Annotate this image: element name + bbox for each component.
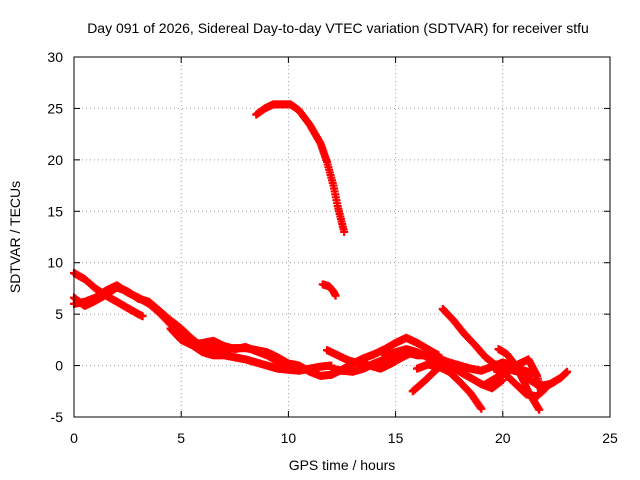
chart-title: Day 091 of 2026, Sidereal Day-to-day VTE… (87, 20, 589, 36)
data-point (138, 312, 147, 321)
data-point (535, 405, 544, 414)
data-point (563, 367, 572, 376)
y-tick-label: 25 (47, 100, 63, 116)
x-tick-label: 15 (388, 430, 404, 446)
data-point (331, 291, 340, 300)
axis-ticks: 0 5 10 15 20 25 -5 0 5 10 15 20 25 30 (47, 49, 618, 446)
series-arc-c (70, 281, 336, 375)
data-point (340, 227, 349, 236)
series-arc-l (494, 345, 544, 414)
y-tick-label: -5 (51, 409, 64, 425)
series-short-arc (318, 280, 340, 300)
series-arc-d (166, 324, 293, 370)
x-tick-label: 10 (281, 430, 297, 446)
y-tick-label: 30 (47, 49, 63, 65)
x-axis-label: GPS time / hours (289, 457, 396, 473)
y-tick-label: 15 (47, 203, 63, 219)
x-tick-label: 25 (602, 430, 618, 446)
y-tick-label: 10 (47, 255, 63, 271)
series-arc-j (408, 357, 449, 396)
series-high-arc (252, 100, 349, 236)
y-axis-label: SDTVAR / TECUs (7, 181, 23, 293)
x-tick-label: 0 (70, 430, 78, 446)
data-point (440, 357, 449, 366)
y-tick-label: 0 (55, 358, 63, 374)
x-tick-label: 5 (177, 430, 185, 446)
series-arc-g (380, 345, 507, 393)
series-arc-m (490, 364, 559, 401)
y-tick-label: 5 (55, 306, 63, 322)
data-point (477, 404, 486, 413)
data-points (70, 100, 572, 414)
data-point (284, 361, 293, 370)
y-tick-label: 20 (47, 152, 63, 168)
plot-frame (73, 56, 611, 418)
data-point (550, 378, 559, 387)
x-tick-label: 20 (495, 430, 511, 446)
